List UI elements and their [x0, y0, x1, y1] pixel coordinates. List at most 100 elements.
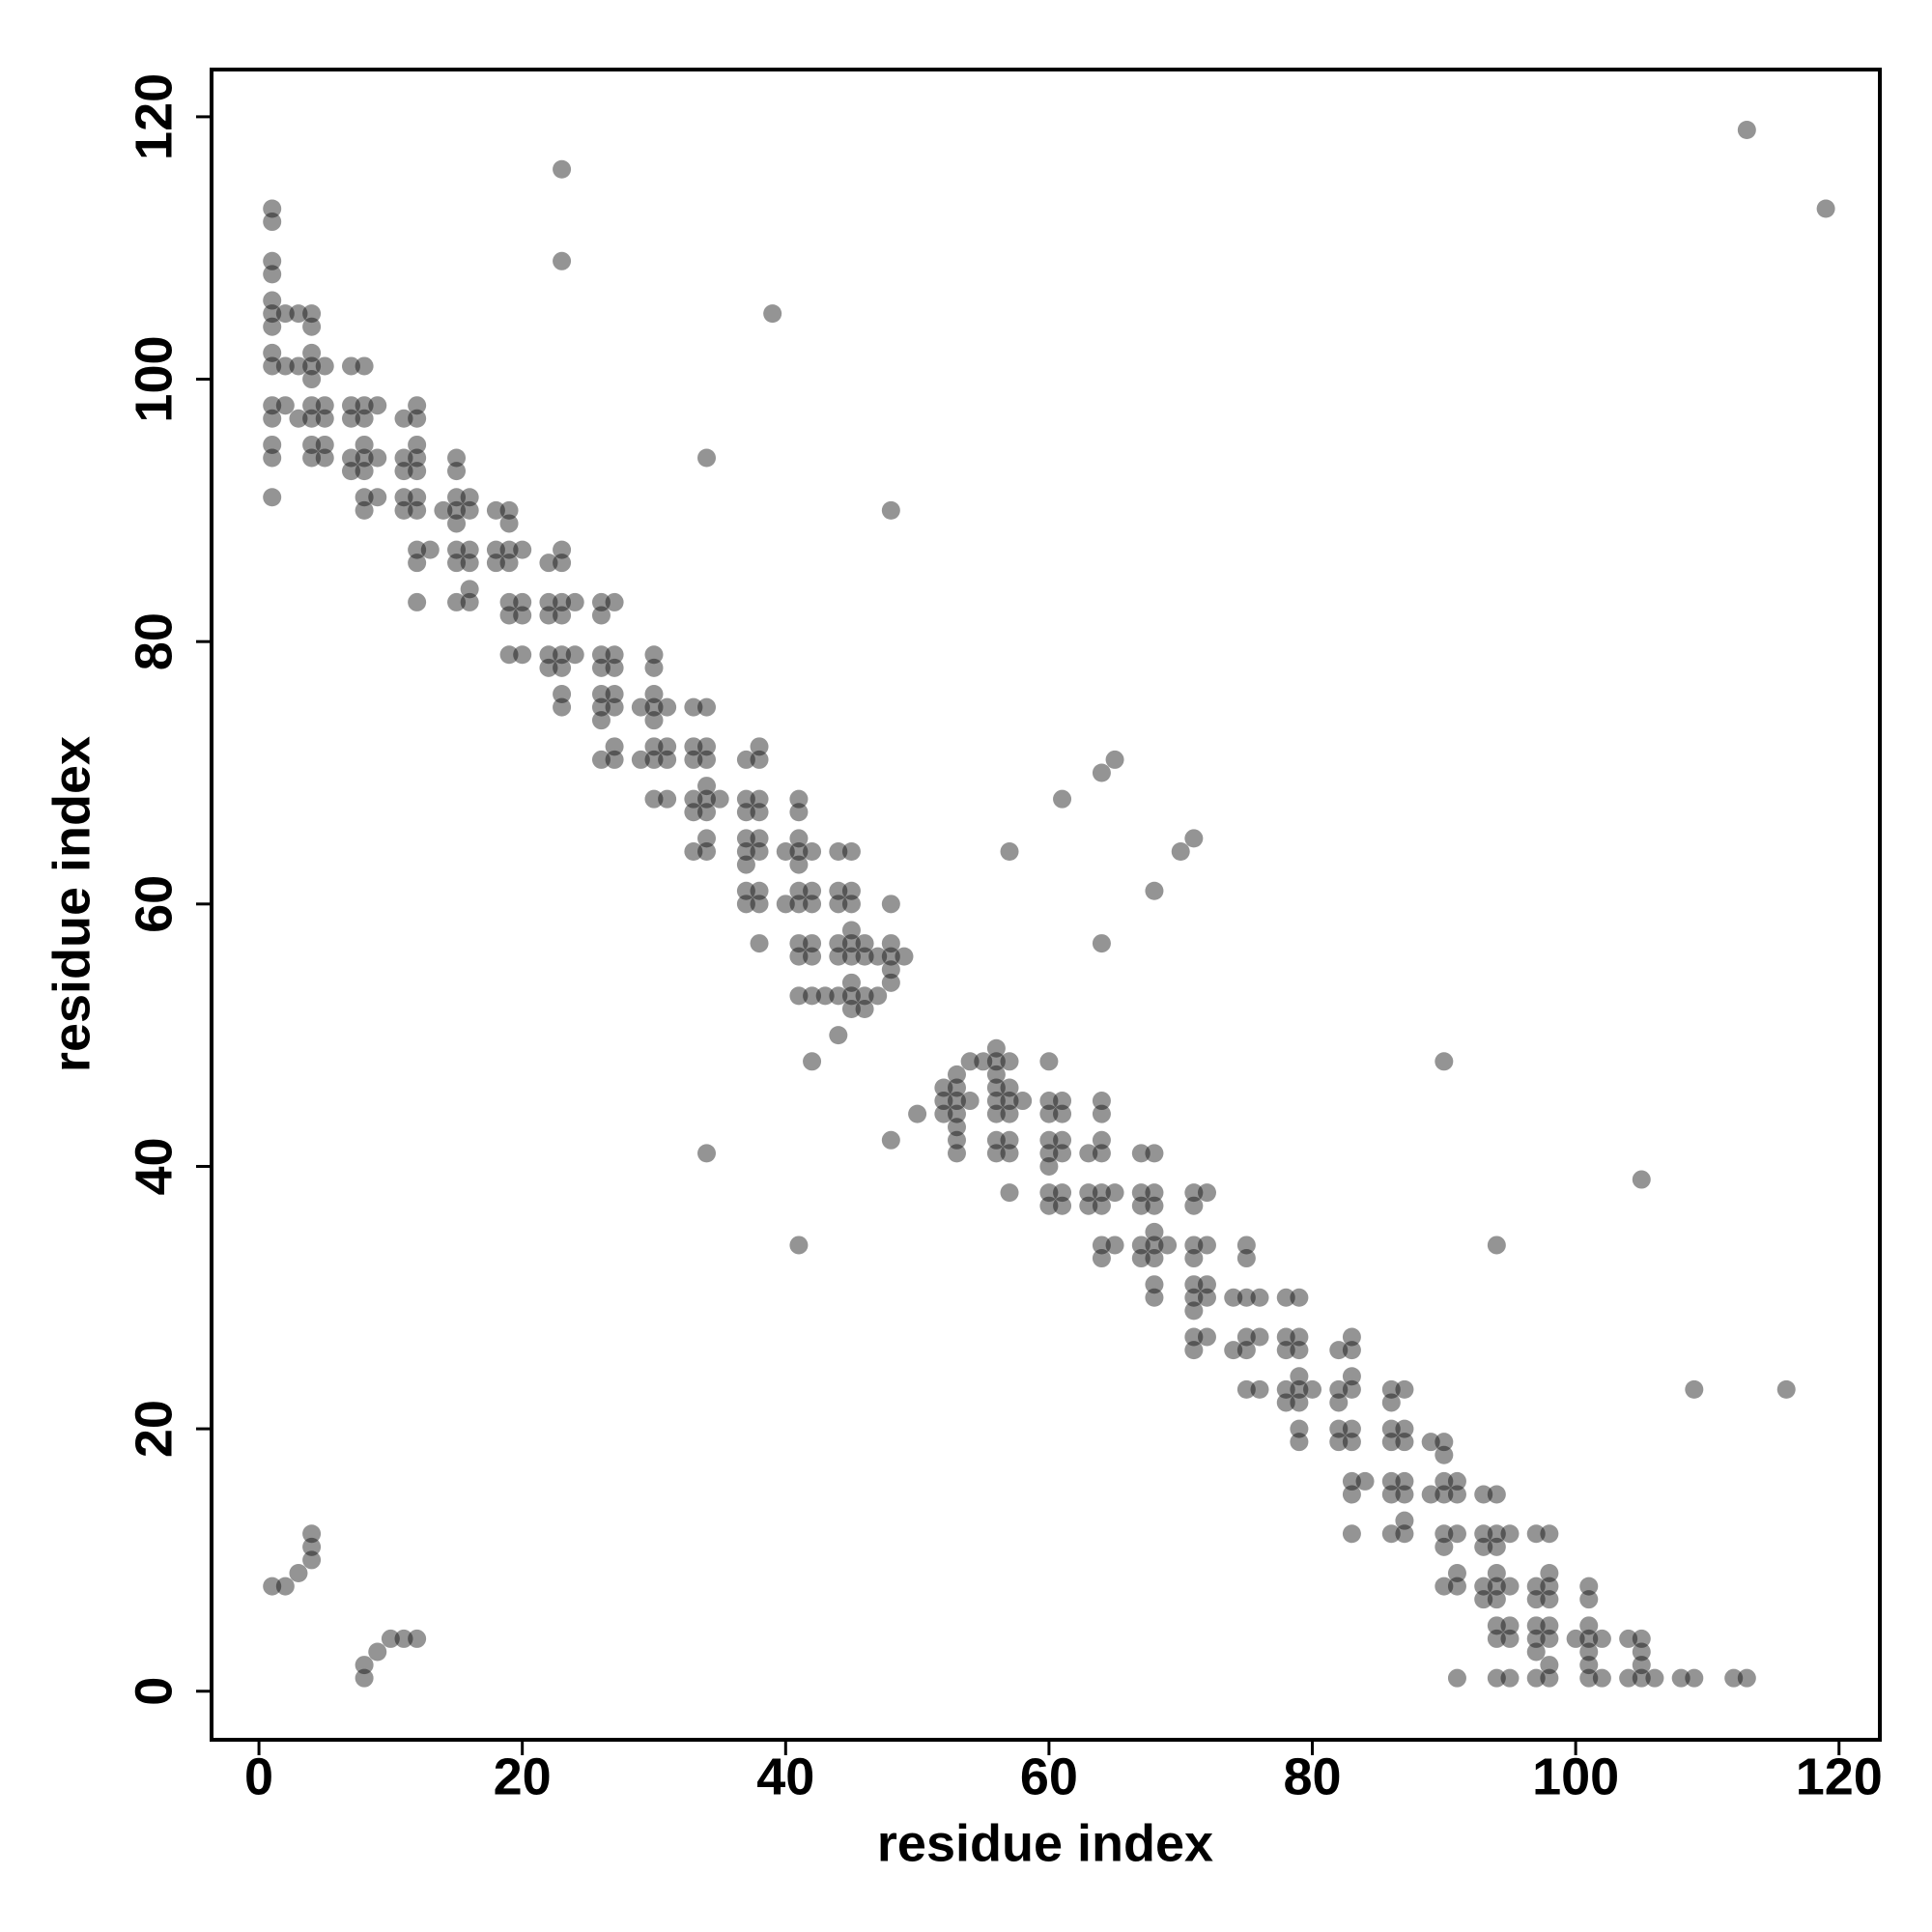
point: [644, 750, 664, 769]
point: [736, 841, 755, 861]
point: [1487, 1590, 1506, 1609]
point: [1053, 1144, 1072, 1163]
y-tick-label: 20: [125, 1400, 183, 1458]
point: [1276, 1379, 1295, 1399]
point: [1053, 1092, 1072, 1111]
point: [408, 448, 427, 468]
point: [408, 488, 427, 507]
point: [1290, 1327, 1309, 1347]
point: [1395, 1511, 1414, 1530]
point: [1435, 1537, 1454, 1556]
point: [605, 645, 624, 665]
point: [447, 514, 467, 533]
point: [947, 1144, 966, 1163]
point: [513, 592, 532, 611]
point: [1092, 1236, 1111, 1255]
point: [1171, 841, 1190, 861]
point: [697, 789, 717, 809]
point: [1105, 1183, 1124, 1203]
point: [263, 356, 282, 376]
point: [1131, 1196, 1151, 1215]
point: [789, 1236, 809, 1255]
point: [986, 1104, 1006, 1123]
point: [1487, 1577, 1506, 1596]
point: [750, 789, 769, 809]
point: [1079, 1196, 1098, 1215]
point: [539, 606, 558, 625]
point: [1145, 1183, 1164, 1203]
point: [499, 592, 519, 611]
point: [1236, 1341, 1256, 1360]
point: [447, 540, 467, 559]
point: [1329, 1393, 1349, 1412]
point: [803, 881, 822, 900]
point: [960, 1092, 980, 1111]
point: [341, 462, 360, 481]
point: [960, 1052, 980, 1071]
point: [355, 1668, 374, 1688]
point: [868, 947, 888, 966]
point: [841, 881, 861, 900]
point: [499, 554, 519, 573]
point: [1566, 1629, 1585, 1648]
point: [539, 554, 558, 573]
point: [1236, 1379, 1256, 1399]
point: [1303, 1379, 1322, 1399]
point: [408, 540, 427, 559]
y-tick-label: 60: [125, 875, 183, 933]
point: [591, 658, 611, 677]
point: [553, 251, 572, 270]
point: [355, 396, 374, 415]
point: [394, 409, 413, 428]
point: [986, 1078, 1006, 1097]
point: [1500, 1629, 1520, 1648]
point: [263, 199, 282, 218]
point: [1342, 1471, 1361, 1491]
point: [1250, 1379, 1269, 1399]
point: [1500, 1668, 1520, 1688]
point: [1039, 1183, 1059, 1203]
point: [275, 396, 295, 415]
point: [631, 750, 650, 769]
point: [841, 973, 861, 992]
point: [1250, 1288, 1269, 1307]
point: [1053, 1104, 1072, 1123]
point: [1435, 1524, 1454, 1544]
point: [368, 396, 387, 415]
point: [736, 829, 755, 848]
point: [1276, 1393, 1295, 1412]
point: [776, 895, 795, 914]
point: [1342, 1367, 1361, 1386]
point: [1540, 1656, 1559, 1675]
y-tick-label: 80: [125, 612, 183, 670]
point: [1737, 120, 1756, 139]
point: [1487, 1629, 1506, 1648]
point: [986, 1065, 1006, 1084]
point: [408, 435, 427, 454]
point: [1000, 1183, 1019, 1203]
point: [947, 1104, 966, 1123]
point: [1421, 1485, 1440, 1504]
point: [697, 750, 717, 769]
point: [1381, 1485, 1401, 1504]
point: [499, 645, 519, 665]
point: [1039, 1130, 1059, 1150]
point: [829, 934, 848, 953]
point: [829, 841, 848, 861]
point: [947, 1092, 966, 1111]
x-tick-label: 20: [494, 1747, 552, 1805]
point: [1395, 1485, 1414, 1504]
point: [1526, 1524, 1546, 1544]
point: [315, 409, 334, 428]
point: [947, 1065, 966, 1084]
point: [1039, 1156, 1059, 1176]
point: [368, 448, 387, 468]
point: [1145, 1249, 1164, 1268]
point: [1435, 1577, 1454, 1596]
point: [1435, 1052, 1454, 1071]
point: [460, 554, 479, 573]
point: [513, 606, 532, 625]
y-tick-label: 100: [125, 335, 183, 422]
point: [986, 1092, 1006, 1111]
point: [341, 409, 360, 428]
